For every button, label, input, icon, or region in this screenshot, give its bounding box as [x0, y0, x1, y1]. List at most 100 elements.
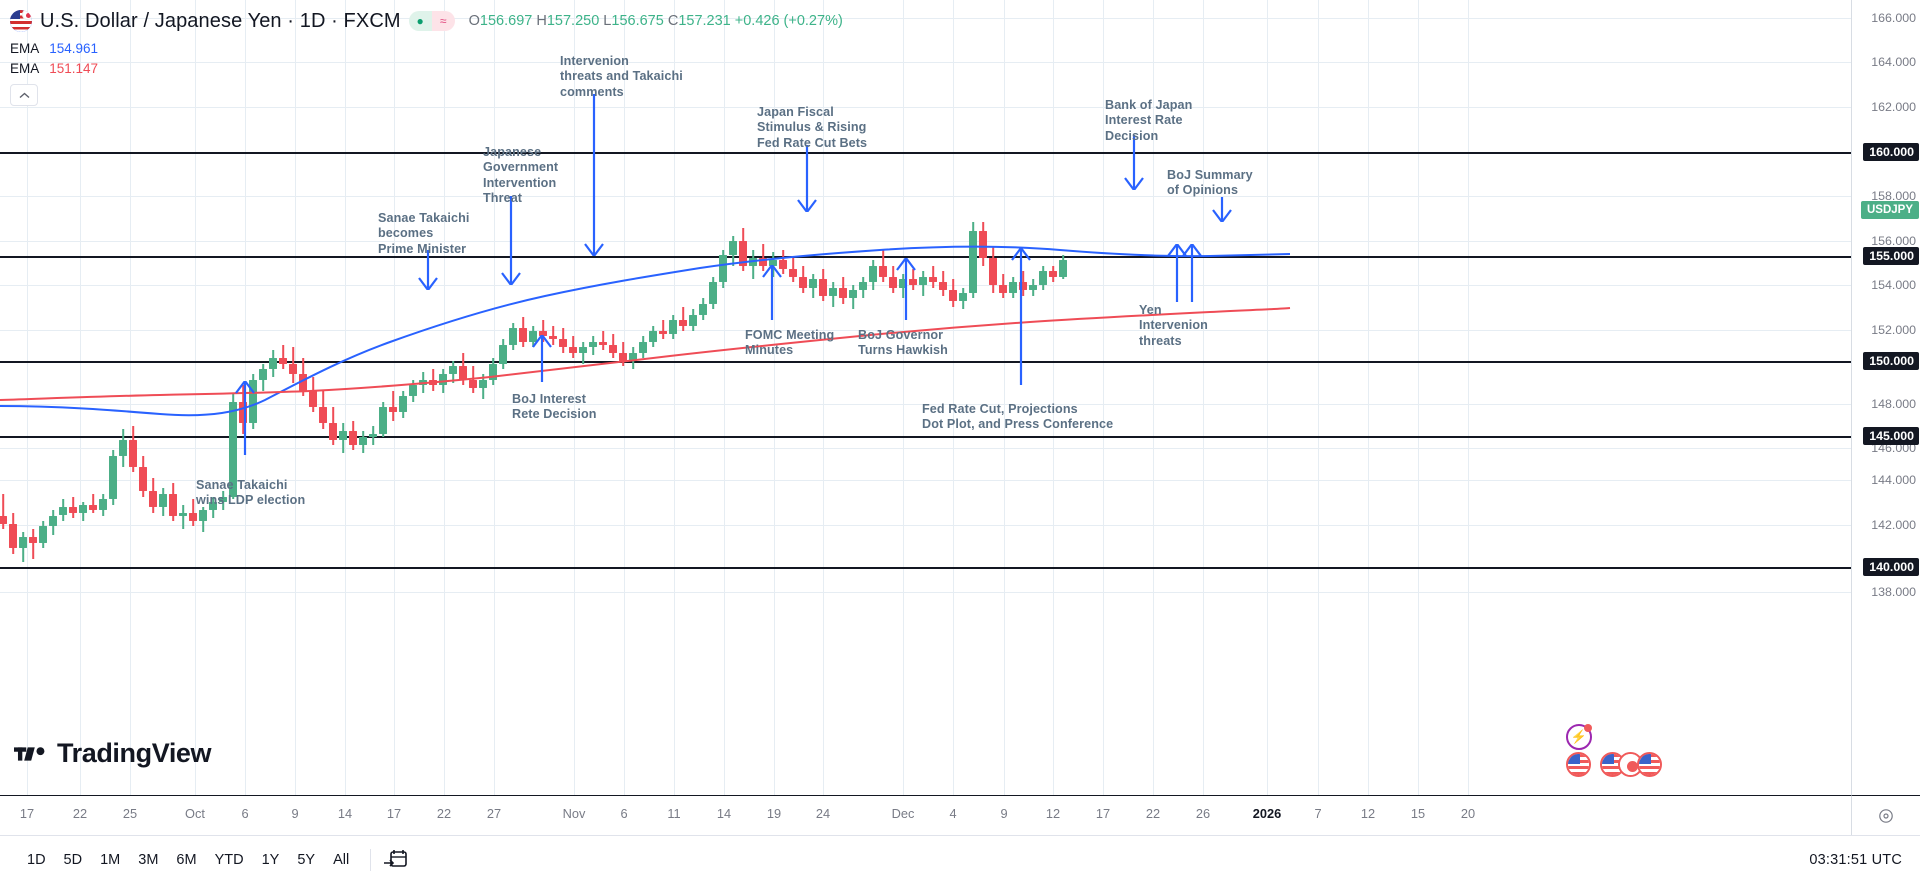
candle	[39, 520, 47, 549]
candle	[349, 420, 357, 451]
us-flag-icon[interactable]	[1637, 752, 1662, 777]
annotation-japan-fiscal-stimulus[interactable]: Japan Fiscal Stimulus & Rising Fed Rate …	[757, 105, 868, 150]
gridline-horizontal	[0, 480, 1851, 481]
time-tick: 2026	[1252, 806, 1282, 821]
range-button-ytd[interactable]: YTD	[206, 847, 253, 873]
chart-mode-pills[interactable]: ● ≈	[408, 11, 455, 31]
candle	[609, 333, 617, 359]
range-button-3m[interactable]: 3M	[129, 847, 167, 873]
ema-fast-label: EMA	[10, 41, 40, 56]
earnings-lightning-icon[interactable]: ⚡	[1566, 724, 1592, 750]
range-button-6m[interactable]: 6M	[167, 847, 205, 873]
time-tick: 6	[241, 806, 249, 821]
chevron-up-icon[interactable]	[10, 84, 38, 106]
range-button-1d[interactable]: 1D	[18, 847, 55, 873]
candle	[559, 328, 567, 353]
candle	[159, 488, 167, 516]
gridline-vertical	[195, 0, 196, 795]
candle	[9, 512, 17, 554]
annotation-sanae-wins-ldp[interactable]: Sanae Takaichi wins LDP election	[196, 478, 306, 508]
price-tick: 164.000	[1871, 55, 1916, 69]
annotation-boj-summary-opinions[interactable]: BoJ Summary of Opinions	[1167, 168, 1253, 198]
gridline-horizontal	[0, 18, 1851, 19]
time-axis[interactable]: 17 22 25 Oct 6 9 14 17 22 27 Nov 6 11 14 19 24 Dec 4 9 12 17…	[0, 795, 1851, 835]
range-button-all[interactable]: All	[324, 847, 358, 873]
candle	[969, 222, 977, 299]
ohlc-readout: O156.697 H157.250 L156.675 C157.231 +0.4…	[469, 13, 843, 29]
candle	[639, 336, 647, 359]
candle	[319, 390, 327, 429]
candle	[69, 496, 77, 519]
time-tick: 17	[1095, 806, 1111, 821]
candle	[19, 531, 27, 562]
price-level-line	[0, 152, 1851, 154]
heikin-ashi-icon[interactable]: ≈	[431, 11, 455, 31]
time-tick: 9	[1000, 806, 1008, 821]
time-tick: 17	[19, 806, 35, 821]
candle	[389, 390, 397, 421]
candle	[149, 477, 157, 513]
annotation-boj-gov-hawkish[interactable]: BoJ Governor Turns Hawkish	[858, 328, 948, 358]
time-tick: 15	[1410, 806, 1426, 821]
chart-settings-button[interactable]	[1851, 795, 1920, 835]
price-tick: 166.000	[1871, 11, 1916, 25]
candle	[469, 366, 477, 394]
candle	[849, 284, 857, 310]
time-tick: 25	[122, 806, 138, 821]
annotation-intervention-takaichi[interactable]: Intervenion threats and Takaichi comment…	[560, 54, 683, 99]
us-flag-icon[interactable]	[1566, 752, 1591, 777]
candle	[109, 450, 117, 505]
candles-mode-icon[interactable]: ●	[408, 11, 432, 31]
candle	[789, 257, 797, 283]
price-tick-highlighted: 160.000	[1863, 143, 1919, 161]
candle	[479, 374, 487, 399]
range-button-1m[interactable]: 1M	[91, 847, 129, 873]
time-tick: 26	[1195, 806, 1211, 821]
annotation-fed-rate-cut-dotplot[interactable]: Fed Rate Cut, Projections Dot Plot, and …	[922, 402, 1114, 432]
candle	[519, 317, 527, 348]
price-tick: 154.000	[1871, 278, 1916, 292]
arrow-yen-int-1	[1167, 244, 1187, 302]
price-level-line	[0, 361, 1851, 363]
clock-utc[interactable]: 03:31:51 UTC	[1809, 852, 1902, 868]
candle	[399, 390, 407, 418]
chart-legend: U.S. Dollar / Japanese Yen · 1D · FXCM ●…	[10, 6, 843, 106]
tradingview-logo-icon	[14, 746, 45, 761]
candle	[679, 306, 687, 331]
gridline-horizontal	[0, 241, 1851, 242]
gridline-vertical	[1368, 0, 1369, 795]
annotation-boj-interest-decision[interactable]: Bank of Japan Interest Rate Decision	[1105, 98, 1193, 143]
candle	[659, 320, 667, 340]
price-tick-highlighted: 140.000	[1863, 558, 1919, 576]
indicator-row-ema-slow[interactable]: EMA 151.147	[10, 61, 843, 76]
gridline-vertical	[444, 0, 445, 795]
chart-pane[interactable]: Sanae Takaichi wins LDP election Sanae Ta…	[0, 0, 1851, 795]
range-button-5d[interactable]: 5D	[55, 847, 92, 873]
symbol-title[interactable]: U.S. Dollar / Japanese Yen · 1D · FXCM	[40, 9, 401, 32]
price-axis[interactable]: 166.000 164.000 162.000 160.000 158.000 156.0…	[1851, 0, 1920, 795]
candle	[999, 274, 1007, 299]
range-button-1y[interactable]: 1Y	[253, 847, 289, 873]
candle	[499, 339, 507, 369]
candle	[49, 510, 57, 535]
candle	[989, 246, 997, 294]
candle	[689, 309, 697, 332]
annotation-sanae-becomes-pm[interactable]: Sanae Takaichi becomes Prime Minister	[378, 211, 470, 256]
candle	[309, 377, 317, 413]
candle	[209, 496, 217, 519]
candle	[709, 276, 717, 310]
annotation-fomc-meeting-minutes[interactable]: FOMC Meeting Minutes	[745, 328, 835, 358]
annotation-japan-govt-intervention[interactable]: Japanese Government Intervention Threat	[483, 145, 559, 206]
gridline-horizontal	[0, 107, 1851, 108]
indicator-row-ema-fast[interactable]: EMA 154.961	[10, 41, 843, 56]
calendar-goto-icon[interactable]	[383, 848, 409, 872]
candle	[1039, 265, 1047, 291]
range-button-5y[interactable]: 5Y	[288, 847, 324, 873]
candle	[439, 369, 447, 394]
annotation-boj-interest-rate[interactable]: BoJ Interest Rete Decision	[512, 392, 597, 422]
jp-flag-icon[interactable]	[1618, 752, 1643, 777]
arrow-boj-decision	[1124, 135, 1144, 190]
candle	[1049, 265, 1057, 283]
annotation-yen-intervention[interactable]: Yen Intervenion threats	[1139, 303, 1208, 348]
